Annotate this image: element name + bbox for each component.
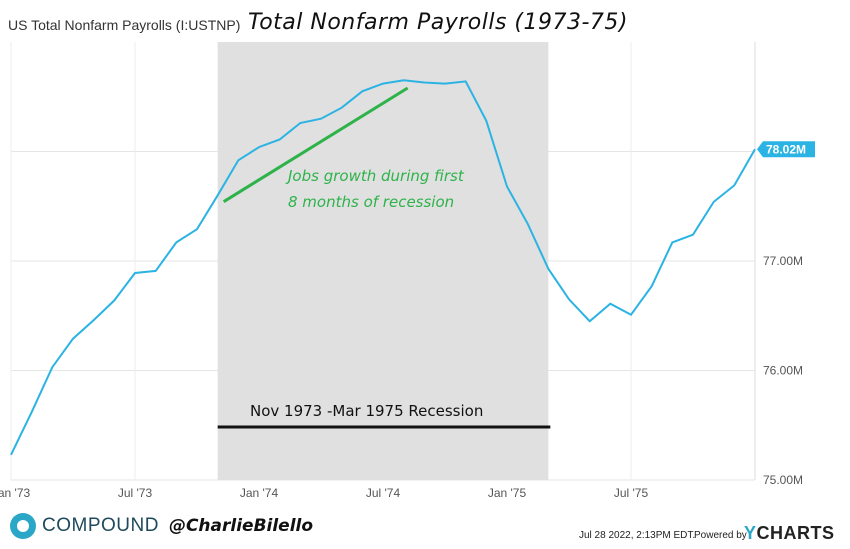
powered-by: Powered by <box>694 530 747 541</box>
recession-label: Nov 1973 -Mar 1975 Recession <box>250 402 483 420</box>
brand-name: COMPOUND <box>42 515 159 536</box>
chart-area: Jan '73 Jul '73 Jan '74 Jul '74 Jan '75 Jul '… <box>0 42 815 500</box>
x-tick-label: Jan '74 <box>240 486 279 500</box>
recession-shading <box>217 42 549 480</box>
compound-logo-icon <box>10 513 36 539</box>
y-axis-ticks: 77.00M 76.00M 75.00M <box>763 254 803 487</box>
series-name: US Total Nonfarm Payrolls (I:USTNP) <box>8 17 241 33</box>
trend-annotation-line <box>222 86 409 203</box>
x-tick-label: Jul '73 <box>118 486 153 500</box>
y-tick-label: 75.00M <box>763 473 803 487</box>
y-tick-label: 77.00M <box>763 254 803 268</box>
trend-annotation-text-1: Jobs growth during first <box>285 167 465 185</box>
author-handle: @CharlieBilello <box>168 516 314 536</box>
last-value-label: 78.02M <box>766 142 806 156</box>
payrolls-line <box>10 79 756 456</box>
x-tick-label: Jul '75 <box>614 486 649 500</box>
brand: COMPOUND @CharlieBilello <box>10 513 313 539</box>
x-axis-ticks: Jan '73 Jul '73 Jan '74 Jul '74 Jan '75 Jul '… <box>0 486 648 500</box>
chart-title: Total Nonfarm Payrolls (1973-75) <box>248 10 628 35</box>
y-tick-label: 76.00M <box>763 364 803 378</box>
ycharts-logo-text: CHARTS <box>756 523 835 543</box>
timestamp: Jul 28 2022, 2:13PM EDT. <box>579 530 696 541</box>
x-tick-label: Jan '75 <box>488 486 527 500</box>
x-tick-label: Jul '74 <box>366 486 401 500</box>
trend-annotation-text-2: 8 months of recession <box>288 193 454 211</box>
last-value-badge: 78.02M <box>757 141 815 158</box>
ycharts-logo[interactable]: YCHARTS <box>744 523 835 544</box>
ycharts-logo-y: Y <box>744 523 757 543</box>
footer: COMPOUND @CharlieBilello Jul 28 2022, 2:… <box>0 503 850 549</box>
x-tick-label: Jan '73 <box>0 486 30 500</box>
last-value-badge-shape <box>757 141 815 158</box>
